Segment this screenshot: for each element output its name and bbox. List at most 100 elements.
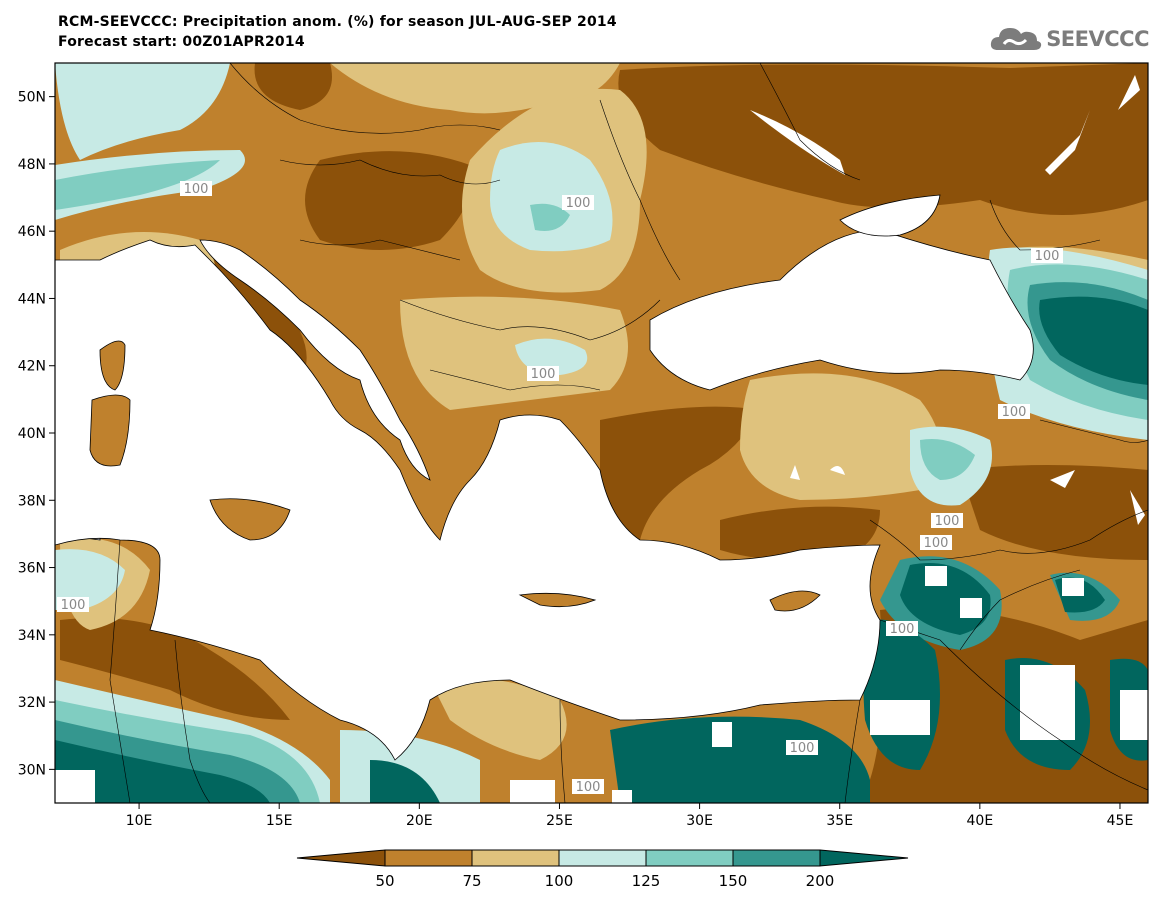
mask-area [925, 566, 947, 586]
contour-label: 100 [920, 535, 952, 551]
mask-area [1118, 75, 1140, 110]
country-borders [109, 63, 1148, 803]
x-tick-label: 15E [266, 813, 293, 829]
colorbar-bin [558, 849, 647, 867]
anomaly-field: 100 100 100 100 100 100 100 100 100 100 … [55, 63, 1148, 803]
y-tick-label: 46N [18, 224, 46, 240]
field-75-100-anatolia [740, 373, 940, 500]
field-75-100-balkans [400, 296, 628, 410]
black-sea [649, 229, 1034, 391]
x-tick-label: 20E [406, 813, 433, 829]
svg-text:100: 100 [935, 514, 960, 529]
field-100-125-algeria [55, 549, 125, 610]
islands [89, 340, 821, 612]
svg-text:100: 100 [1002, 405, 1027, 420]
contour-label: 100 [886, 621, 918, 637]
svg-text:100: 100 [531, 367, 556, 382]
mask-area [1062, 578, 1084, 596]
colorbar-bin [819, 849, 909, 867]
svg-text:100: 100 [890, 622, 915, 637]
contour-label: 100 [1031, 248, 1063, 264]
y-tick-label: 44N [18, 291, 46, 307]
svg-text:100: 100 [61, 598, 86, 613]
field-125-150-romania [530, 203, 570, 231]
colorbar-tick-label: 50 [375, 872, 394, 890]
field-gt200-caucasus [1039, 296, 1148, 385]
x-axis: 10E 15E 20E 25E 30E 35E 40E 45E [126, 803, 1134, 829]
colorbar-bin [732, 849, 821, 867]
x-tick-label: 40E [967, 813, 994, 829]
field-gt200-libya [370, 760, 440, 803]
sea-mask [55, 194, 1034, 761]
svg-text:100: 100 [790, 741, 815, 756]
y-tick-label: 40N [18, 426, 46, 442]
contour-label: 100 [786, 740, 818, 756]
y-tick-label: 30N [18, 762, 46, 778]
svg-text:100: 100 [566, 196, 591, 211]
x-tick-label: 45E [1107, 813, 1134, 829]
mediterranean-sea [55, 239, 881, 761]
svg-text:100: 100 [576, 780, 601, 795]
contour-label: 100 [572, 779, 604, 795]
mask-area [1050, 470, 1075, 488]
colorbar-tick-label: 150 [719, 872, 748, 890]
colorbar-tick-label: 200 [806, 872, 835, 890]
mask-area [1120, 690, 1148, 740]
mask-area [1130, 490, 1145, 525]
field-125-150-eastanatolia [920, 439, 975, 480]
x-tick-label: 10E [126, 813, 153, 829]
field-lt50-tunisia [60, 618, 290, 720]
chart-title: RCM-SEEVCCC: Precipitation anom. (%) for… [58, 14, 617, 30]
colorbar-tick-label: 100 [545, 872, 574, 890]
field-lt50-north [254, 63, 332, 110]
sicily [209, 498, 291, 541]
seevccc-logo: SEEVCCC [990, 22, 1149, 56]
mask-area [870, 700, 930, 735]
y-tick-label: 50N [18, 90, 46, 106]
y-tick-label: 32N [18, 695, 46, 711]
field-gt200-egypt [610, 716, 870, 803]
mask-area [55, 770, 95, 803]
colorbar-tick-label: 125 [632, 872, 661, 890]
colorbar: 50 75 100 125 150 200 [296, 849, 909, 890]
contour-label: 100 [998, 404, 1030, 420]
mask-area [510, 780, 555, 803]
colorbar-bin [296, 849, 386, 867]
mask-area [1020, 665, 1075, 740]
svg-text:100: 100 [924, 536, 949, 551]
cloud-icon [991, 28, 1042, 50]
field-75-100-libya [430, 677, 567, 760]
field-100-125-bulgaria [515, 338, 588, 375]
mask-area [712, 722, 732, 747]
cyprus [769, 590, 821, 612]
contour-label: 100 [931, 513, 963, 529]
mask-area [960, 598, 982, 618]
field-125-150-alps [55, 160, 220, 210]
y-tick-label: 38N [18, 493, 46, 509]
field-gt200-sahara [55, 740, 270, 803]
x-tick-label: 25E [546, 813, 573, 829]
adriatic-sea [199, 239, 431, 481]
y-axis: 50N 48N 46N 44N 42N 40N 38N 36N 34N 32N 30N [18, 90, 55, 778]
contour-label: 100 [57, 597, 89, 613]
x-tick-label: 30E [686, 813, 713, 829]
y-tick-label: 36N [18, 561, 46, 577]
mask-area [1045, 110, 1090, 175]
mask-area [790, 465, 800, 480]
x-tick-label: 35E [826, 813, 853, 829]
colorbar-bin [384, 849, 473, 867]
field-lt50-ukraine [618, 63, 1148, 215]
y-tick-label: 48N [18, 157, 46, 173]
contour-label: 100 [180, 181, 212, 197]
crete [518, 592, 597, 608]
y-tick-label: 42N [18, 359, 46, 375]
field-100-125-northwest [55, 63, 230, 160]
contour-label: 100 [562, 195, 594, 211]
contour-label: 100 [527, 366, 559, 382]
contour-labels: 100 100 100 100 100 100 100 100 100 100 … [57, 181, 1063, 795]
mask-area [830, 466, 845, 475]
svg-text:100: 100 [184, 182, 209, 197]
sea-of-azov [839, 194, 941, 237]
logo-text: SEEVCCC [1046, 27, 1149, 51]
